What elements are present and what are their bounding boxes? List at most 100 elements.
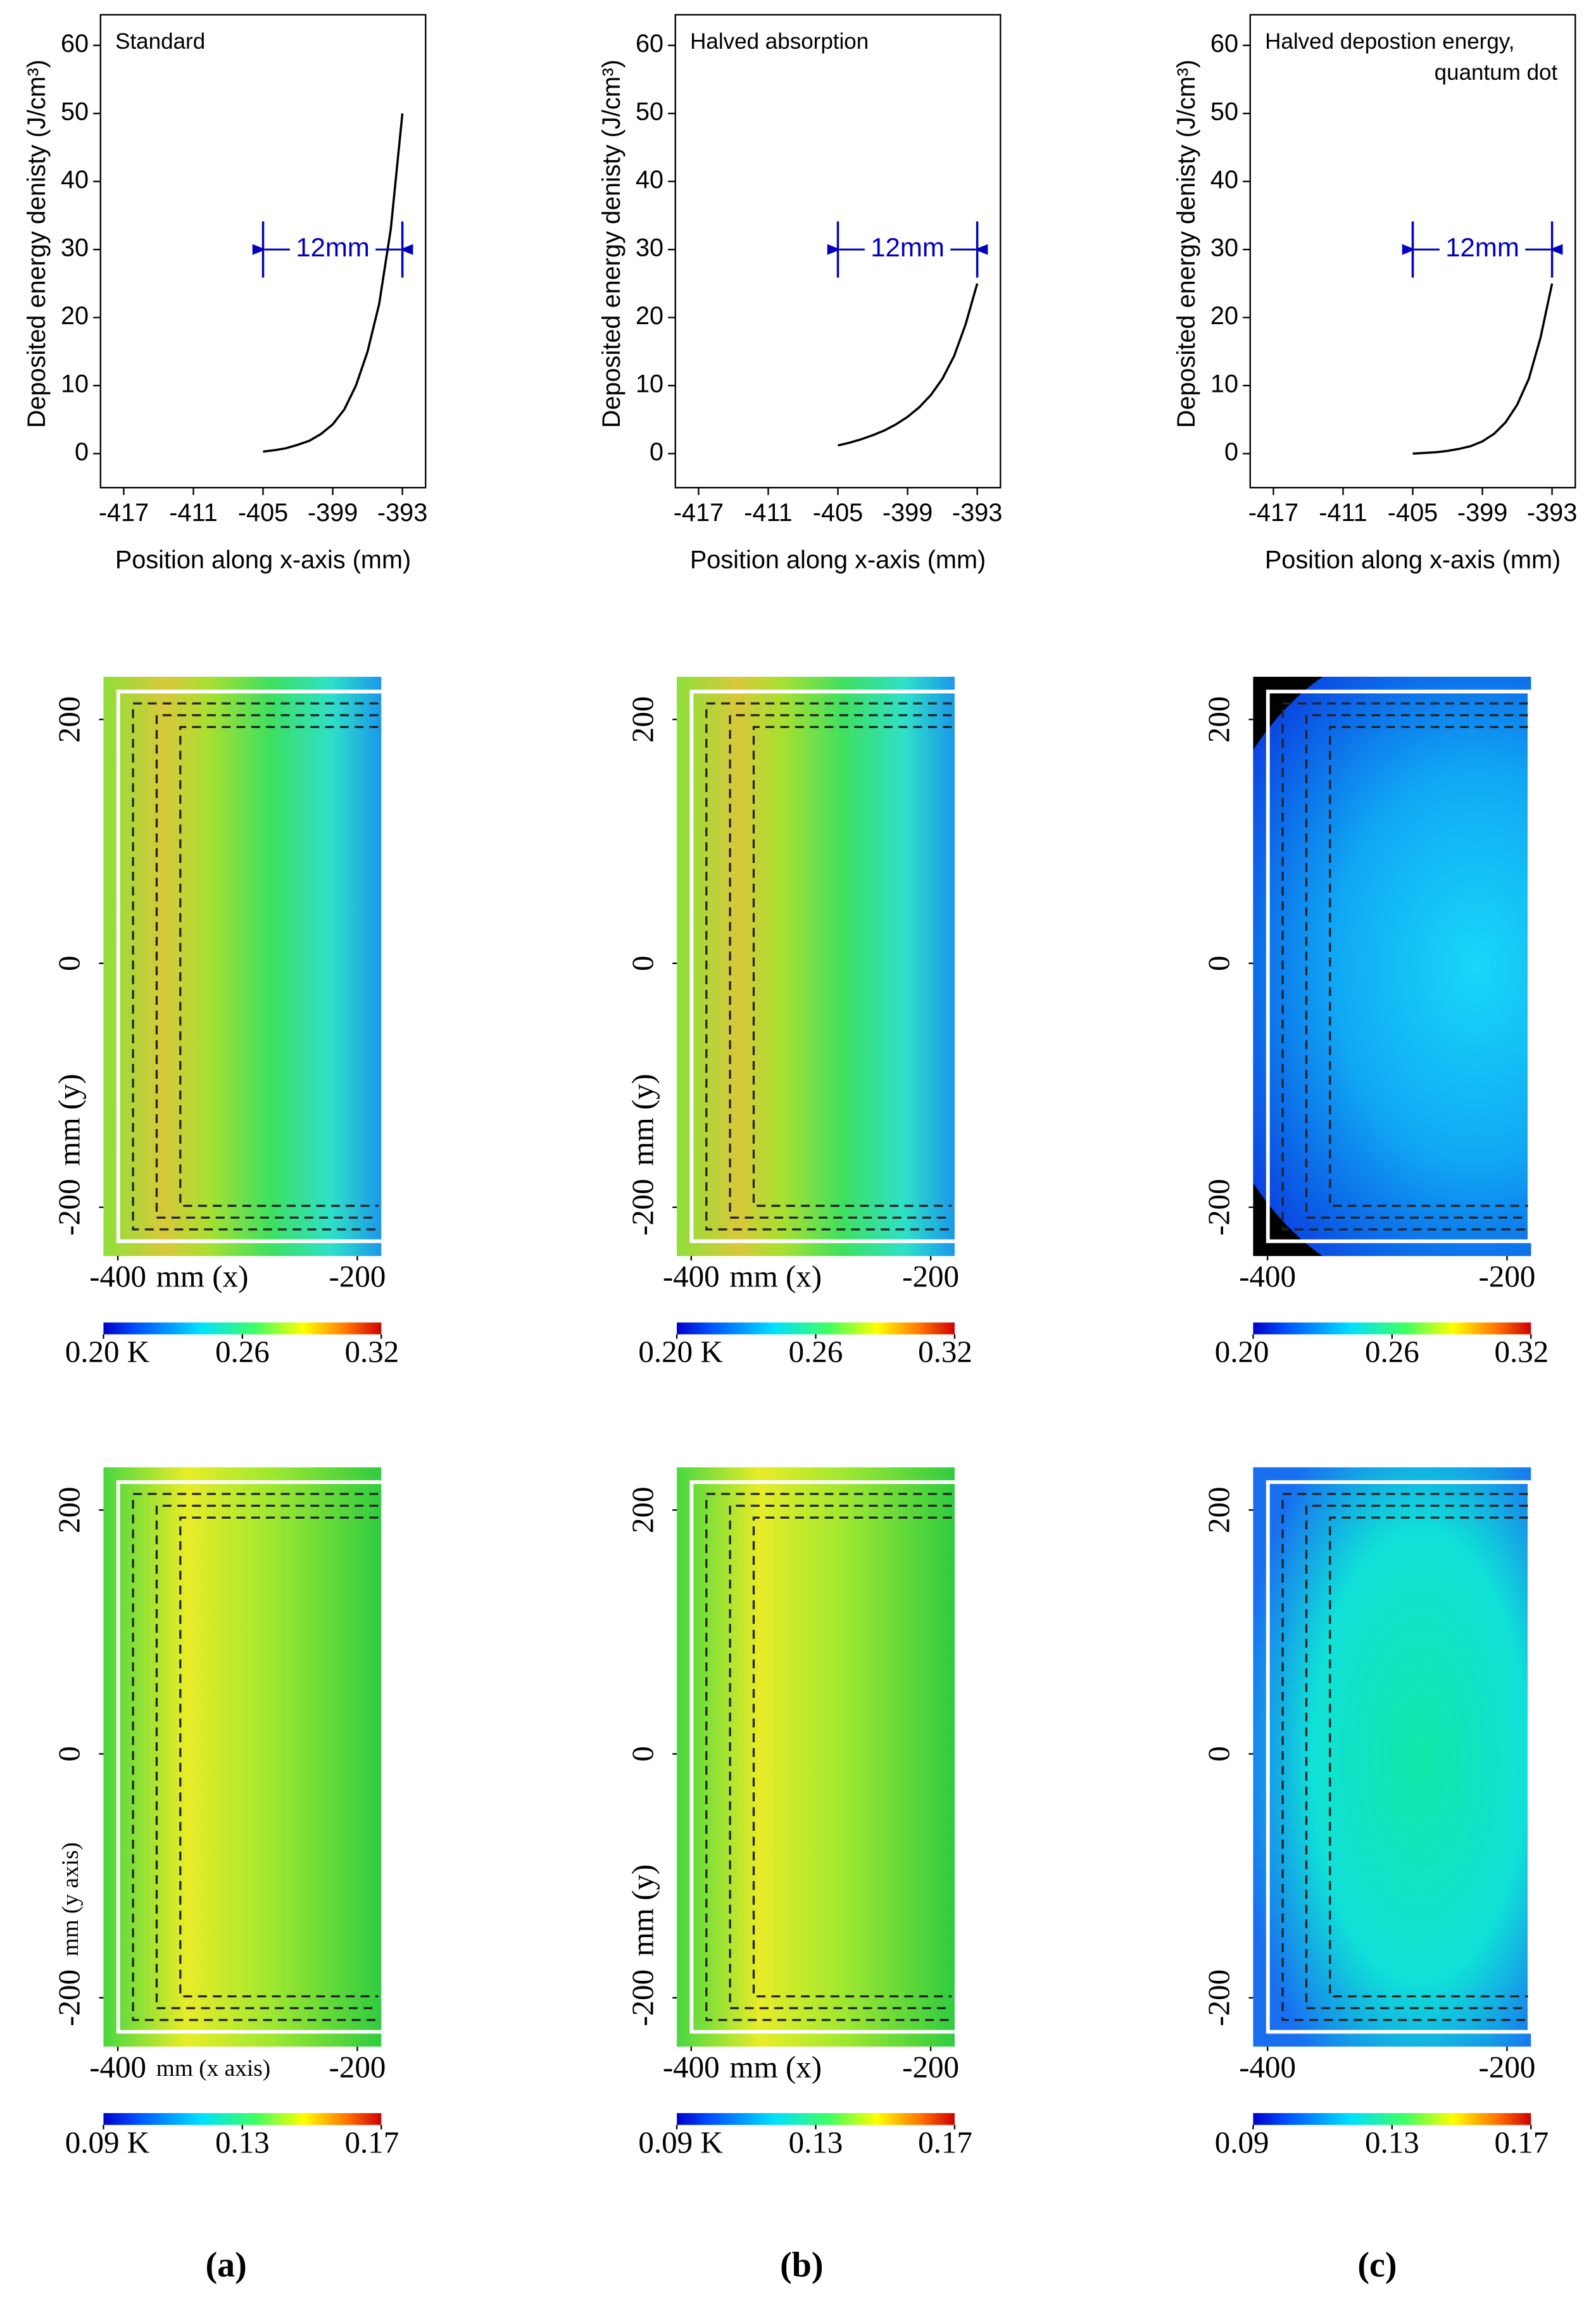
y-tick-label: 10 <box>1210 370 1238 398</box>
y-axis-label: Deposited energy denisty (J/cm³) <box>598 60 625 428</box>
x-tick-label: -393 <box>377 499 427 527</box>
region-outline <box>179 725 379 1207</box>
x-tick-label: -399 <box>308 499 358 527</box>
colorbar-tick-label: 0.17 <box>345 2125 399 2159</box>
region-outline <box>705 1493 952 2021</box>
colorbar-tick-label: 0.20 <box>1215 1334 1269 1369</box>
x-axis-label: Position along x-axis (mm) <box>115 546 411 574</box>
colorbar-tick-label: 0.17 <box>1495 2125 1549 2159</box>
colorbar <box>677 1322 955 1334</box>
y-tick-label: 200 <box>52 1487 87 1534</box>
y-tick-label: 0 <box>1202 955 1236 971</box>
x-axis-label: mm (x) <box>729 2049 822 2084</box>
boundary <box>116 689 382 1243</box>
boundary <box>689 689 955 1243</box>
colorbar-tick-label: 0.13 <box>215 2125 270 2159</box>
heatmap-field <box>103 677 382 1257</box>
region-outline <box>752 725 952 1207</box>
region-outline <box>155 1504 379 2009</box>
boundary <box>116 1480 382 2034</box>
colorbar-tick-label: 0.20 K <box>638 1334 722 1369</box>
colorbar <box>677 2113 955 2125</box>
colorbar-tick-label: 0.09 K <box>65 2125 149 2159</box>
chart-title: quantum dot <box>1435 60 1558 85</box>
boundary <box>1266 1480 1531 2034</box>
x-tick-label: -400 <box>1239 1259 1296 1294</box>
y-tick-label: 0 <box>1202 1746 1236 1761</box>
colorbar <box>1253 1322 1531 1334</box>
y-tick-label: 200 <box>625 1487 660 1534</box>
x-tick-label: -411 <box>169 499 217 527</box>
annotation-text: 12mm <box>296 232 370 262</box>
boundary <box>1266 689 1531 1243</box>
y-axis-label: mm (y) <box>625 1074 660 1166</box>
y-tick-label: 30 <box>61 234 89 262</box>
x-tick-label: -405 <box>1388 499 1438 527</box>
line-chart: 0 10 20 30 40 50 60 -417 -411 -405 -399 -393 Positio… <box>1172 14 1577 574</box>
annotation-text: 12mm <box>870 232 945 262</box>
colorbar-tick-label: 0.09 K <box>638 2125 722 2159</box>
y-tick-label: 40 <box>1210 166 1238 194</box>
y-tick-label: -200 <box>625 1179 660 1236</box>
chart-title: Halved absorption <box>690 29 869 54</box>
y-tick-label: 10 <box>61 370 89 398</box>
colorbar-tick-label: 0.26 <box>215 1334 270 1369</box>
region-outline <box>1329 1516 1528 1998</box>
colorbar-tick-label: 0.13 <box>789 2125 843 2159</box>
colorbar-tick-label: 0.13 <box>1365 2125 1419 2159</box>
annotation-text: 12mm <box>1445 232 1519 262</box>
x-tick-label: -400 <box>663 1259 720 1294</box>
y-tick-label: -200 <box>1202 1179 1236 1236</box>
y-axis-label: mm (y axis) <box>58 1842 84 1956</box>
y-tick-label: 60 <box>1210 30 1238 58</box>
y-tick-label: 40 <box>61 166 89 194</box>
x-axis-label: mm (x) <box>729 1259 822 1294</box>
y-tick-label: -200 <box>52 1179 87 1236</box>
colorbar-tick-label: 0.26 <box>789 1334 843 1369</box>
colorbar-tick-label: 0.32 <box>1495 1334 1549 1369</box>
x-tick-label: -393 <box>952 499 1002 527</box>
region-outline <box>705 702 952 1231</box>
x-tick-label: -200 <box>1479 1259 1536 1294</box>
y-tick-label: 50 <box>636 98 663 126</box>
y-tick-label: 200 <box>1202 1487 1236 1534</box>
y-tick-label: 0 <box>625 1746 660 1761</box>
region-outline <box>729 714 952 1219</box>
x-tick-label: -417 <box>1248 499 1298 527</box>
heatmap-field <box>1253 1467 1531 2047</box>
colorbar-tick-label: 0.20 K <box>65 1334 149 1369</box>
x-axis-label: Position along x-axis (mm) <box>690 546 986 574</box>
y-axis-label: mm (y) <box>625 1864 660 1957</box>
x-tick-label: -200 <box>329 2049 386 2084</box>
region-outline <box>752 1516 952 1998</box>
x-tick-label: -400 <box>1239 2049 1296 2084</box>
chart-title: Halved depostion energy, <box>1265 29 1514 54</box>
y-tick-label: 20 <box>636 302 663 330</box>
heatmap-field <box>677 677 955 1257</box>
x-tick-label: -405 <box>238 499 288 527</box>
y-tick-label: 20 <box>61 302 89 330</box>
y-tick-label: -200 <box>1202 1969 1236 2026</box>
boundary <box>689 1480 955 2034</box>
y-tick-label: 30 <box>636 234 663 262</box>
y-tick-label: 0 <box>1224 438 1238 466</box>
data-line <box>263 113 404 453</box>
panel-label: (b) <box>780 2245 823 2285</box>
x-axis-label: mm (x axis) <box>156 2056 270 2082</box>
region-outline <box>179 1516 379 1998</box>
line-chart: 0 10 20 30 40 50 60 -417 -411 -405 -399 -393 Positio… <box>598 14 1002 574</box>
x-axis-label: mm (x) <box>156 1259 249 1294</box>
y-tick-label: 20 <box>1210 302 1238 330</box>
x-tick-label: -200 <box>902 1259 959 1294</box>
region-outline <box>132 1493 379 2021</box>
y-tick-label: 60 <box>61 30 89 58</box>
x-tick-label: -399 <box>1457 499 1507 527</box>
y-tick-label: 10 <box>636 370 663 398</box>
y-tick-label: 0 <box>650 438 663 466</box>
colorbar-tick-label: 0.17 <box>918 2125 972 2159</box>
